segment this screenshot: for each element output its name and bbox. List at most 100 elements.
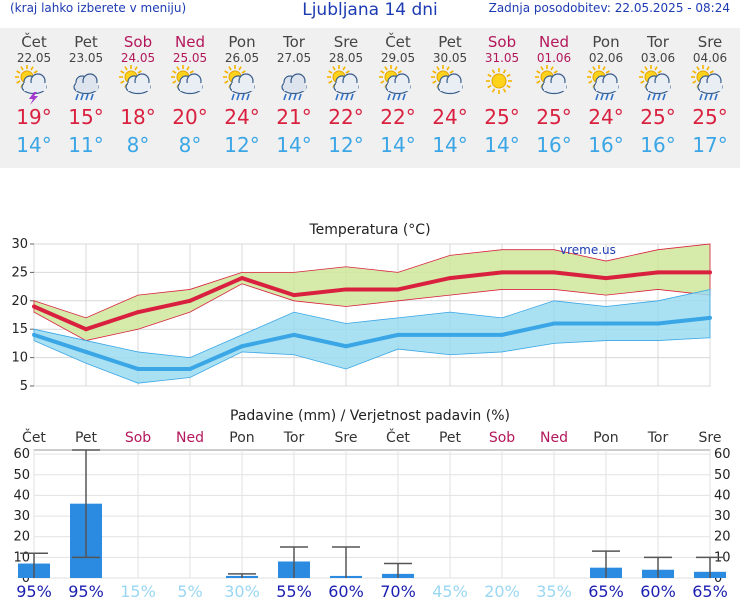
sun-cloud-rain-icon xyxy=(372,65,424,105)
precipitation-probability: 45% xyxy=(432,582,468,600)
cloud-fill xyxy=(700,83,722,91)
rain-drop xyxy=(392,93,396,101)
sun-ray xyxy=(380,80,385,84)
max-temperature-point xyxy=(292,293,296,298)
rain-drop xyxy=(600,93,604,101)
sun-cloud-rain-icon xyxy=(580,65,632,105)
sun-ray xyxy=(506,84,511,89)
max-temperature: 25° xyxy=(640,105,676,129)
sun-ray xyxy=(432,70,437,74)
weather-icon-graphic xyxy=(587,65,619,101)
day-label: Sob xyxy=(489,430,515,446)
day-date: 24.05 xyxy=(120,51,156,65)
max-temperature-point xyxy=(552,270,556,275)
min-temperature-point xyxy=(188,366,192,371)
day-label: Sre xyxy=(699,430,722,446)
sun-ray xyxy=(692,80,697,84)
sun-ray xyxy=(172,70,177,74)
sun-cloud-rain-icon xyxy=(216,65,268,105)
rain-drop xyxy=(652,93,656,101)
max-temperature-point xyxy=(656,270,660,275)
day-date: 28.05 xyxy=(328,51,364,65)
max-temperature-point xyxy=(136,310,140,315)
min-temperature-point xyxy=(240,344,244,349)
cloud-fill xyxy=(232,83,254,91)
day-forecast: Pet 30.05 24° 14° xyxy=(424,28,476,159)
rain-drop xyxy=(397,93,401,101)
max-temperature: 20° xyxy=(172,105,208,129)
sun-ray xyxy=(506,73,511,78)
lightning-bolt xyxy=(29,92,38,105)
sun-cloud-icon xyxy=(112,65,164,105)
sun-cloud-thunder-icon xyxy=(8,65,60,105)
precipitation-probability: 20% xyxy=(484,582,520,600)
min-temperature-point xyxy=(656,321,660,326)
day-forecast: Ned 25.05 20° 8° xyxy=(164,28,216,159)
max-temperature: 22° xyxy=(328,105,364,129)
header-bar: (kraj lahko izberete v meniju) Ljubljana… xyxy=(0,0,740,22)
y-tick-label-right: 40 xyxy=(714,488,731,503)
min-temperature-point xyxy=(552,321,556,326)
weather-icon-graphic xyxy=(486,68,512,94)
sun-ray xyxy=(502,88,507,93)
weather-icon-graphic xyxy=(639,65,671,101)
min-temperature: 14° xyxy=(276,133,312,157)
precipitation-probability: 95% xyxy=(68,582,104,600)
sun-ray xyxy=(657,70,662,74)
cloud-shape xyxy=(73,73,99,95)
rain-drop xyxy=(350,93,354,101)
sun-ray xyxy=(640,80,645,84)
min-temperature: 16° xyxy=(536,133,572,157)
sun-ray xyxy=(446,66,450,71)
sun-ray xyxy=(16,80,21,84)
precipitation-probability: 60% xyxy=(640,582,676,600)
y-tick-label: 30 xyxy=(11,237,28,252)
min-temperature: 17° xyxy=(692,133,728,157)
sun-ray xyxy=(487,84,492,89)
rain-drop xyxy=(236,93,240,101)
sun-ray xyxy=(487,73,492,78)
min-temperature-point xyxy=(84,349,88,354)
day-name: Sre xyxy=(697,33,723,51)
sun-ray xyxy=(120,80,125,84)
sun-ray xyxy=(120,70,125,74)
y-tick-label: 5 xyxy=(20,379,28,394)
day-forecast: Čet 22.05 19° 14° xyxy=(8,28,60,159)
sun-ray xyxy=(540,66,544,71)
precipitation-probability: 5% xyxy=(177,582,202,600)
sun-ray xyxy=(588,80,593,84)
max-temperature-point xyxy=(240,276,244,281)
sun-ray xyxy=(172,80,177,84)
day-date: 31.05 xyxy=(484,51,520,65)
cloud-fill xyxy=(596,83,618,91)
min-temperature-point xyxy=(136,366,140,371)
sun-ray xyxy=(228,66,232,71)
location-hint: (kraj lahko izberete v meniju) xyxy=(10,1,187,15)
cloud-rain-icon xyxy=(268,65,320,105)
min-temperature-point xyxy=(500,332,504,337)
weather-icon-graphic xyxy=(119,65,151,95)
sun-ray xyxy=(384,66,388,71)
max-temperature-point xyxy=(448,276,452,281)
cloud-shape xyxy=(229,73,255,95)
day-date: 25.05 xyxy=(172,51,208,65)
sun-ray xyxy=(536,70,541,74)
precipitation-chart-title: Padavine (mm) / Verjetnost padavin (%) xyxy=(230,408,510,424)
weather-icon-graphic xyxy=(535,65,567,95)
max-temperature: 18° xyxy=(120,105,156,129)
day-label: Sob xyxy=(125,430,151,446)
sun-ray xyxy=(328,70,333,74)
rain-drop xyxy=(345,93,349,101)
day-label: Ned xyxy=(540,430,568,446)
daily-forecast-strip: Čet 22.05 19° 14° Pet 23.05 15° 11° Sob 24.05 18° 8… xyxy=(0,28,740,168)
sun-ray xyxy=(536,80,541,84)
day-name: Sre xyxy=(333,33,359,51)
y-tick-label: 25 xyxy=(11,265,28,280)
day-name: Ned xyxy=(539,33,569,51)
max-temperature: 25° xyxy=(692,105,728,129)
day-name: Pon xyxy=(592,33,620,51)
day-name: Čet xyxy=(21,33,47,51)
sun-ray xyxy=(605,70,610,74)
weather-icon-graphic xyxy=(171,65,203,95)
sun-cloud-icon xyxy=(424,65,476,105)
